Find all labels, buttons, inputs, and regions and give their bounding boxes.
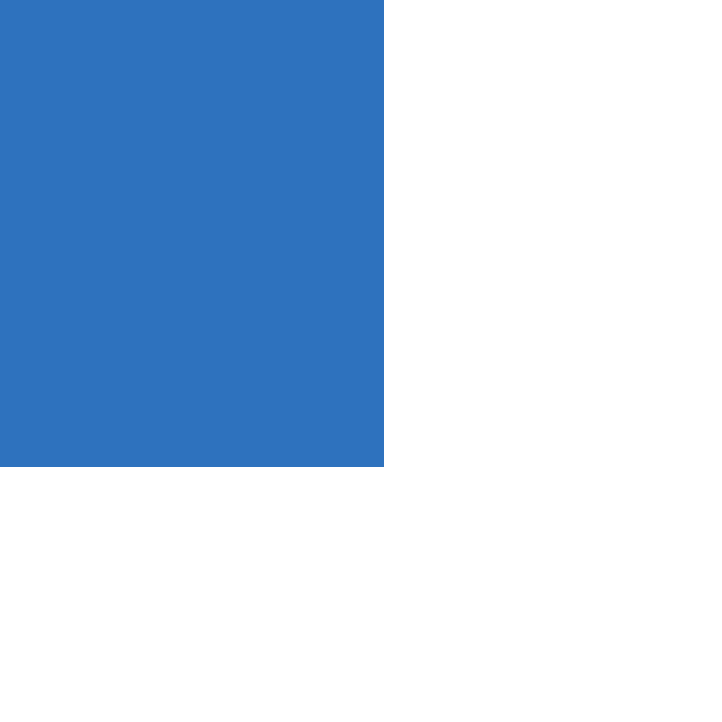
blue-filled-region	[0, 0, 384, 467]
